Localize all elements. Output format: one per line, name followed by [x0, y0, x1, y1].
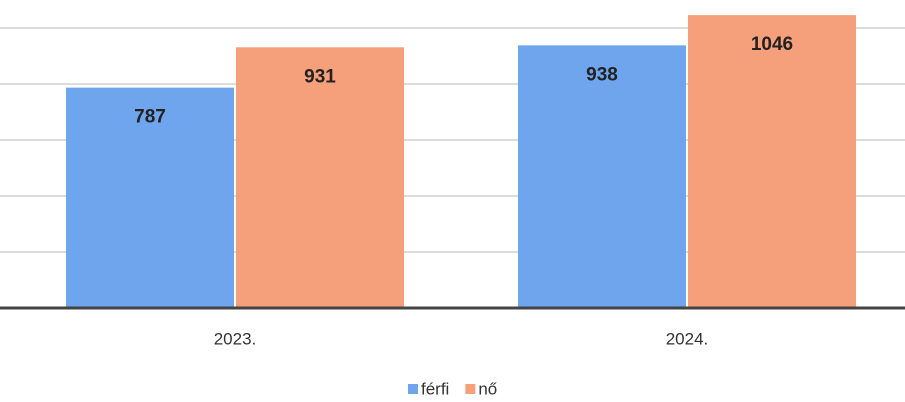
data-label: 938 — [586, 64, 618, 85]
bar — [688, 15, 856, 309]
bar — [66, 87, 234, 308]
legend-swatch — [465, 384, 476, 394]
data-label: 931 — [304, 66, 336, 87]
data-label: 787 — [134, 107, 166, 128]
legend-swatch — [408, 384, 418, 394]
legend-label: nő — [478, 379, 497, 398]
data-label: 1046 — [751, 34, 793, 55]
x-tick-label: 2024. — [666, 329, 709, 348]
bar — [236, 47, 404, 308]
x-tick-label: 2023. — [214, 329, 257, 348]
bar — [518, 45, 686, 309]
legend-label: férfi — [421, 379, 449, 398]
